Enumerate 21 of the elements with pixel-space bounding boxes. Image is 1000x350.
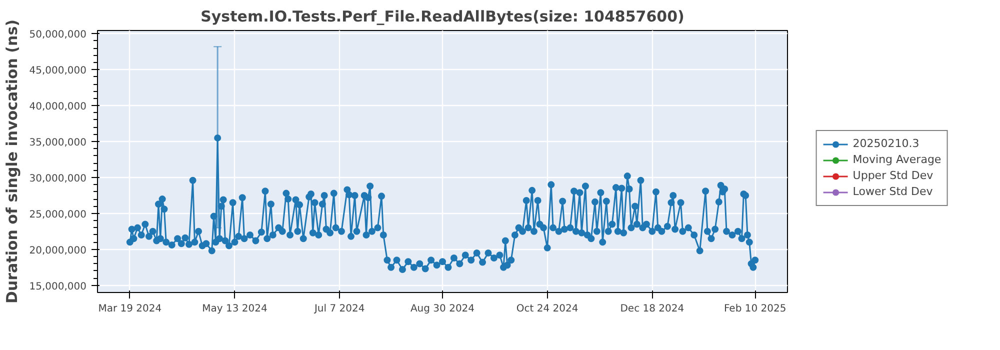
x-tick-label: Aug 30 2024 [410, 304, 475, 314]
y-tick-label: 40,000,000 [29, 102, 87, 113]
x-tick-label: Oct 24 2024 [516, 304, 578, 314]
x-tick-label: Dec 18 2024 [620, 304, 684, 314]
x-tick-label: Mar 19 2024 [98, 304, 162, 314]
y-tick-label: 30,000,000 [29, 173, 87, 184]
y-tick-label: 35,000,000 [29, 138, 87, 149]
legend-label: Upper Std Dev [852, 168, 934, 182]
y-tick-label: 45,000,000 [29, 66, 87, 77]
x-tick-label: Feb 10 2025 [724, 304, 786, 314]
y-tick-label: 15,000,000 [29, 281, 87, 292]
y-tick-label: 20,000,000 [29, 245, 87, 256]
legend-label: Moving Average [852, 152, 942, 166]
legend-label: Lower Std Dev [852, 184, 933, 198]
x-tick-label: Jul 7 2024 [313, 304, 365, 314]
y-axis-title: Duration of single invocation (ns) [3, 20, 22, 304]
legend-label: 20250210.3 [852, 136, 920, 150]
x-tick-label: May 13 2024 [202, 304, 268, 314]
y-tick-label: 50,000,000 [29, 30, 87, 41]
chart-title: System.IO.Tests.Perf_File.ReadAllBytes(size: 104857600) [200, 8, 684, 26]
y-tick-label: 25,000,000 [29, 209, 87, 220]
